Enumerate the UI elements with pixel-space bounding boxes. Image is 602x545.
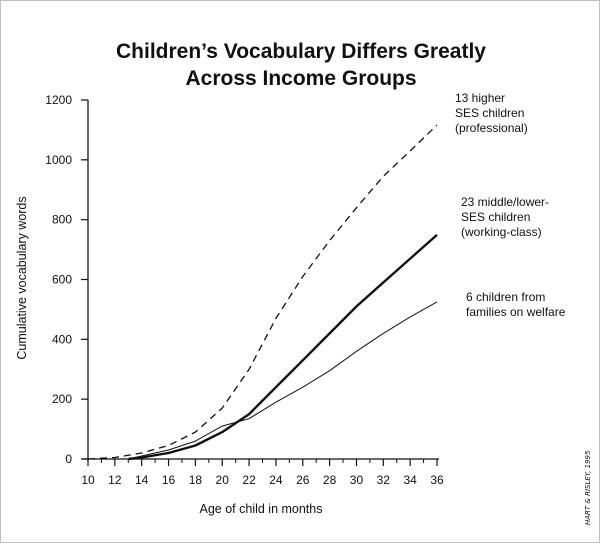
y-tick-label: 1200: [45, 93, 72, 107]
x-axis-label: Age of child in months: [200, 502, 323, 516]
series-label-higher: (professional): [455, 121, 528, 135]
x-tick-label: 36: [430, 473, 444, 487]
x-tick-label: 14: [135, 473, 149, 487]
credit-text: HART & RISLEY, 1995: [584, 450, 592, 525]
x-tick-label: 24: [269, 473, 283, 487]
y-tick-label: 0: [65, 452, 72, 466]
series-label-middle: (working-class): [461, 225, 542, 239]
x-tick-label: 10: [81, 473, 95, 487]
series-label-welfare: 6 children from: [466, 290, 545, 304]
series-label-higher: SES children: [455, 106, 524, 120]
chart-title-line-2: Across Income Groups: [185, 67, 417, 90]
x-tick-label: 26: [296, 473, 310, 487]
y-axis-label: Cumulative vocabulary words: [15, 196, 29, 359]
series-lines: [87, 124, 438, 461]
y-tick-label: 1000: [45, 153, 72, 167]
series-line-welfare: [128, 301, 438, 460]
series-label-higher: 13 higher: [455, 91, 505, 105]
series-label-welfare: families on welfare: [466, 305, 566, 319]
y-tick-label: 600: [52, 273, 72, 287]
x-tick-label: 18: [189, 473, 203, 487]
series-label-middle: 23 middle/lower-: [461, 195, 549, 209]
y-axis-ticks: 0 200 400 600 800 1000 1200: [45, 93, 88, 466]
chart-title-line-1: Children’s Vocabulary Differs Greatly: [116, 40, 486, 63]
x-axis-ticks: 10 12 14 16 18 20 22 24 26 28 30 32 34 36: [81, 459, 444, 487]
x-tick-label: 34: [403, 473, 417, 487]
x-tick-label: 30: [350, 473, 364, 487]
x-tick-label: 22: [242, 473, 256, 487]
x-tick-label: 28: [323, 473, 337, 487]
x-tick-label: 32: [377, 473, 391, 487]
series-line-middle: [128, 234, 438, 461]
x-tick-label: 20: [216, 473, 230, 487]
series-line-higher: [87, 124, 438, 460]
x-tick-label: 12: [108, 473, 122, 487]
y-tick-label: 400: [52, 332, 72, 346]
series-label-middle: SES children: [461, 210, 530, 224]
y-tick-label: 800: [52, 213, 72, 227]
y-tick-label: 200: [52, 392, 72, 406]
x-tick-label: 16: [162, 473, 176, 487]
